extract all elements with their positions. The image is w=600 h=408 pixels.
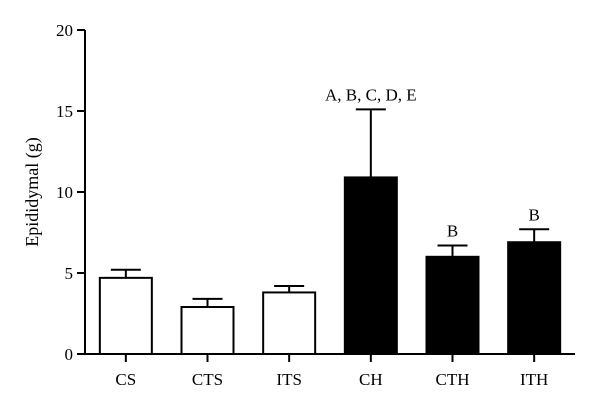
bar-its [262,291,317,356]
y-tick-label: 0 [65,345,74,364]
x-tick-label: ITS [276,370,302,389]
bar-cs [98,276,153,355]
x-labels: CS CTS ITS CH CTH ITH [115,354,548,389]
annotation-ith: B [528,205,539,224]
x-tick-label: ITH [520,370,548,389]
x-tick-label: CTH [436,370,470,389]
bar-ith [507,241,562,355]
bar-cth [425,255,480,355]
bars [98,108,562,356]
bar-cts [180,306,235,355]
x-tick-label: CH [359,370,383,389]
annotations: A, B, C, D, E B B [325,85,540,240]
y-tick-label: 10 [56,183,73,202]
y-tick-label: 20 [56,21,73,40]
y-tick-label: 5 [65,264,74,283]
y-axis-label: Epididymal (g) [22,137,43,246]
x-tick-label: CTS [192,370,223,389]
annotation-cth: B [447,221,458,240]
axes [84,30,575,355]
annotation-ch: A, B, C, D, E [325,85,417,104]
y-ticks: 0 5 10 15 20 [56,21,85,364]
bar-ch [343,176,398,355]
x-tick-label: CS [115,370,136,389]
y-tick-label: 15 [56,102,73,121]
